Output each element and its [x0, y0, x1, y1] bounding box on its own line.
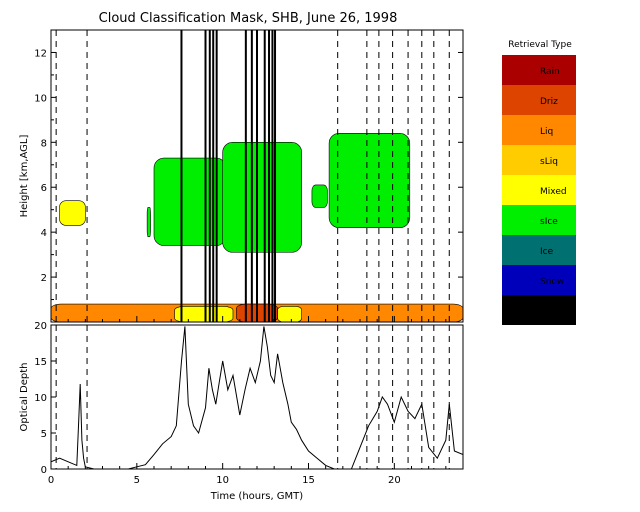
optical-depth-line [51, 326, 463, 469]
height-tick-12: 12 [34, 48, 47, 59]
height-tick-8: 8 [41, 138, 47, 149]
uncertain-column-4 [215, 30, 218, 322]
region-mixed-7 [174, 305, 234, 322]
uncertain-column-7 [256, 30, 258, 322]
time-tick-0: 0 [48, 475, 54, 486]
uncertain-column-8 [263, 30, 266, 322]
region-sice-3 [222, 142, 302, 253]
od-tick-10: 10 [34, 393, 47, 404]
region-sice-2 [153, 157, 227, 246]
retrieval-type-legend: Retrieval Type Rain Driz Liq sLiq Mixed sIce I… [502, 40, 576, 325]
time-tick-20: 20 [388, 475, 401, 486]
legend-label-sliq: sLiq [540, 157, 558, 167]
time-axis-label: Time (hours, GMT) [210, 491, 304, 502]
legend-swatch-mixed [502, 175, 576, 205]
legend-label-sice: sIce [540, 217, 558, 227]
legend-swatch-sliq [502, 145, 576, 175]
legend-swatch-uncrt [502, 295, 576, 325]
region-mixed-9 [277, 305, 302, 322]
cloud-mask-panel: 2 4 6 8 10 12 Height [km,AGL] [19, 29, 464, 323]
time-tick-10: 10 [216, 475, 229, 486]
uncertain-column-3 [212, 30, 215, 322]
legend-title: Retrieval Type [508, 40, 572, 50]
optical-depth-axis-label: Optical Depth [19, 363, 30, 432]
height-tick-10: 10 [34, 93, 47, 104]
height-tick-2: 2 [41, 273, 47, 284]
legend-label-liq: Liq [540, 127, 553, 137]
uncertain-column-5 [244, 30, 247, 322]
region-mixed-0 [59, 200, 86, 226]
uncertain-column-6 [250, 30, 253, 322]
legend-label-rain: Rain [540, 67, 560, 77]
uncertain-column-10 [271, 30, 274, 322]
legend-swatch-ice [502, 235, 576, 265]
legend-label-ice: Ice [540, 247, 554, 257]
od-tick-20: 20 [34, 321, 47, 332]
legend-swatch-driz [502, 85, 576, 115]
legend-label-uncrt: Uncrt [540, 307, 565, 317]
legend-swatch-snow [502, 265, 576, 295]
height-tick-4: 4 [41, 228, 47, 239]
region-sice-1 [146, 207, 151, 237]
legend-label-driz: Driz [540, 97, 558, 107]
optical-depth-panel: 0 5 10 15 20 0 5 10 15 20 Optical Depth Time (hou… [19, 321, 464, 502]
od-tick-5: 5 [41, 429, 47, 440]
legend-swatch-liq [502, 115, 576, 145]
uncertain-column-0 [180, 30, 183, 322]
legend-label-mixed: Mixed [540, 187, 567, 197]
uncertain-column-1 [204, 30, 207, 322]
od-tick-0: 0 [41, 465, 47, 476]
time-tick-15: 15 [302, 475, 315, 486]
chart-title: Cloud Classification Mask, SHB, June 26,… [99, 11, 398, 26]
region-sice-5 [328, 133, 411, 228]
legend-swatch-sice [502, 205, 576, 235]
height-axis-label: Height [km,AGL] [19, 135, 30, 218]
height-tick-6: 6 [41, 183, 47, 194]
time-tick-5: 5 [134, 475, 140, 486]
legend-label-snow: Snow [540, 277, 564, 287]
uncertain-column-11 [274, 30, 277, 322]
uncertain-column-2 [208, 30, 211, 322]
od-tick-15: 15 [34, 357, 47, 368]
legend-swatch-rain [502, 55, 576, 85]
region-sice-4 [311, 184, 328, 208]
bottom-plot-background [51, 325, 463, 469]
uncertain-column-9 [268, 30, 271, 322]
